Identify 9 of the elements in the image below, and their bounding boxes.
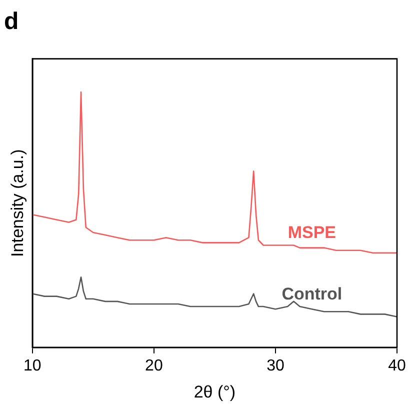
x-tick-label: 40 xyxy=(388,357,406,374)
chart-title: d xyxy=(4,8,19,36)
y-axis-title: Intensity (a.u.) xyxy=(8,149,27,257)
x-axis-title: 2θ (°) xyxy=(194,382,236,402)
x-tick-label: 10 xyxy=(24,357,42,374)
series-label: MSPE xyxy=(288,222,336,242)
x-tick-label: 20 xyxy=(145,357,163,374)
x-tick-label: 30 xyxy=(266,357,284,374)
series-label: Control xyxy=(282,284,342,304)
